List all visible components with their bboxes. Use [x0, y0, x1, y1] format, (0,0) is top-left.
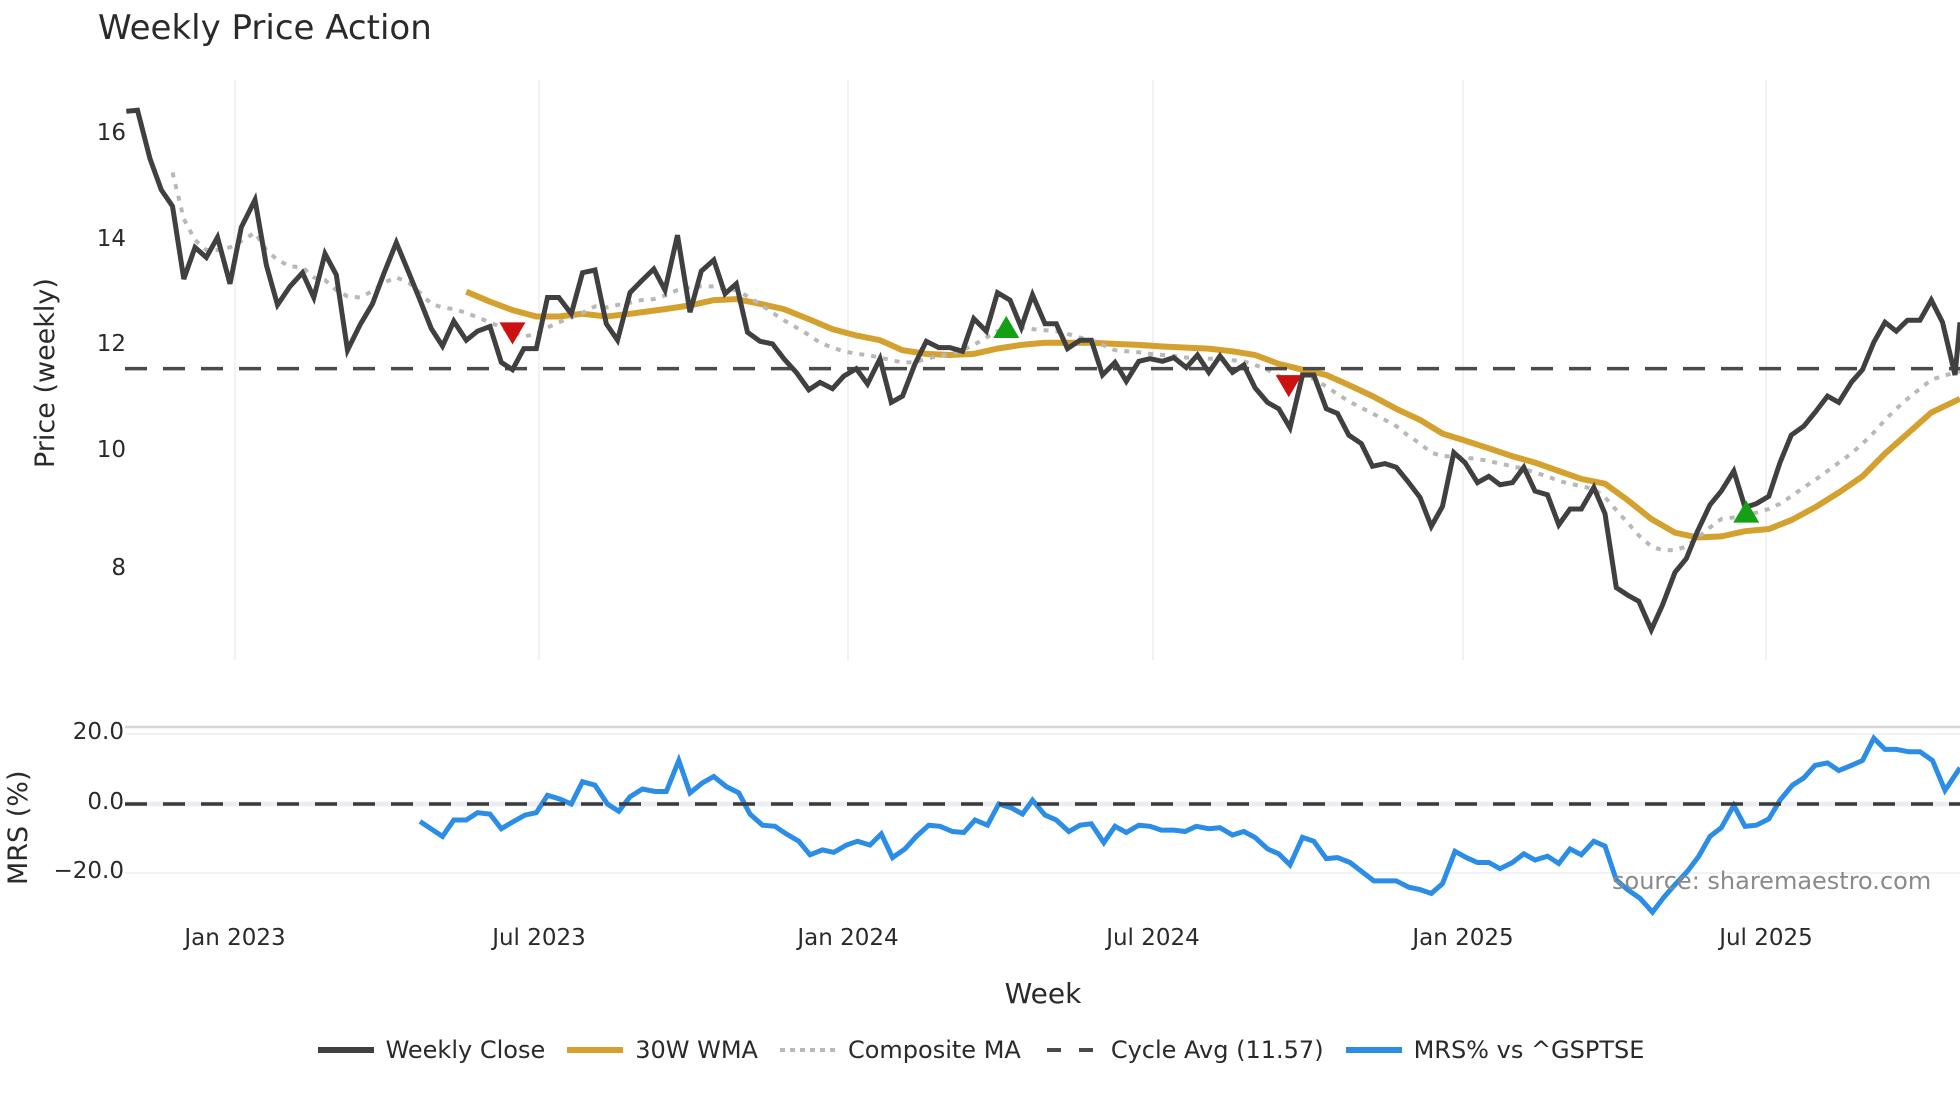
price-ytick: 14	[96, 226, 126, 252]
legend: Weekly Close 30W WMA Composite MA Cycle …	[0, 1036, 1960, 1064]
legend-label: Composite MA	[847, 1036, 1021, 1064]
mrs-ytick: 20.0	[72, 719, 124, 745]
buy-signal-triangle-up-icon	[1733, 500, 1760, 523]
solid-line-icon	[1345, 1047, 1402, 1053]
price-ytick: 16	[96, 120, 126, 146]
dashed-line-icon	[1046, 1048, 1099, 1052]
dotted-line-icon	[779, 1048, 836, 1052]
legend-item-composite-ma[interactable]: Composite MA	[778, 1036, 1021, 1064]
legend-label: Cycle Avg (11.57)	[1110, 1036, 1324, 1064]
legend-item-weekly-close[interactable]: Weekly Close	[316, 1036, 546, 1064]
xtick-jul-2024: Jul 2024	[1106, 925, 1200, 951]
sell-signal-triangle-down-icon	[1275, 375, 1302, 398]
legend-item-30w-wma[interactable]: 30W WMA	[565, 1036, 758, 1064]
x-axis-label: Week	[1004, 977, 1082, 1010]
solid-line-icon	[567, 1047, 624, 1053]
mrs-axis-label: MRS (%)	[3, 770, 34, 886]
legend-item-cycle-avg[interactable]: Cycle Avg (11.57)	[1041, 1036, 1324, 1064]
mrs-panel	[125, 733, 1960, 917]
solid-line-icon	[317, 1047, 374, 1053]
sell-signal-triangle-down-icon	[499, 322, 526, 345]
legend-label: 30W WMA	[635, 1036, 758, 1064]
mrs-ytick: 0.0	[87, 789, 124, 815]
xtick-jul-2023: Jul 2023	[492, 925, 586, 951]
legend-label: MRS% vs ^GSPTSE	[1413, 1036, 1645, 1064]
price-ytick: 10	[96, 437, 126, 463]
buy-signal-triangle-up-icon	[993, 315, 1020, 338]
grid-lines	[125, 80, 1960, 874]
price-ytick: 8	[111, 555, 126, 581]
price-panel	[125, 107, 1960, 636]
legend-label: Weekly Close	[385, 1036, 546, 1064]
xtick-jan-2024: Jan 2024	[797, 925, 899, 951]
chart-title: Weekly Price Action	[98, 8, 432, 48]
xtick-jul-2025: Jul 2025	[1719, 925, 1813, 951]
xtick-jan-2023: Jan 2023	[184, 925, 286, 951]
legend-item-mrs[interactable]: MRS% vs ^GSPTSE	[1344, 1036, 1645, 1064]
xtick-jan-2025: Jan 2025	[1412, 925, 1514, 951]
source-annotation: source: sharemaestro.com	[1612, 867, 1932, 895]
price-ytick: 12	[96, 331, 126, 357]
signal-markers	[499, 315, 1760, 523]
mrs-ytick: −20.0	[53, 858, 124, 884]
